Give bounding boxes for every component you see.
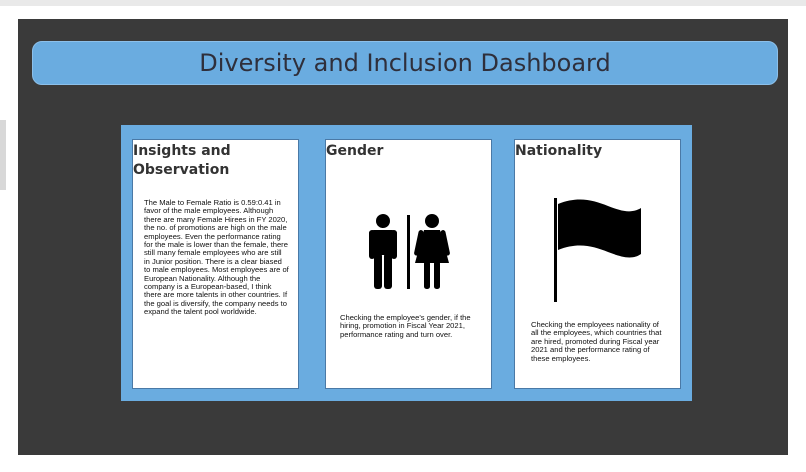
window-top-edge [0, 0, 806, 6]
window-left-edge [0, 6, 18, 472]
gender-card: Gender Checking the employe [325, 139, 492, 389]
window-edge-mark [0, 120, 6, 190]
insights-card: Insights and Observation The Male to Fem… [132, 139, 299, 389]
report-canvas: Diversity and Inclusion Dashboard Insigh… [18, 19, 788, 455]
nationality-title: Nationality [515, 143, 603, 159]
dashboard-title-banner: Diversity and Inclusion Dashboard [32, 41, 778, 85]
insights-text: The Male to Female Ratio is 0.59:0.41 in… [144, 198, 289, 317]
flag-icon [554, 198, 641, 302]
gender-title: Gender [326, 143, 384, 159]
nationality-card: Nationality Checking the employees natio… [514, 139, 681, 389]
cards-panel: Insights and Observation The Male to Fem… [121, 125, 692, 401]
insights-title: Insights and Observation [133, 143, 231, 178]
gender-text: Checking the employee's gender, if the h… [340, 313, 471, 339]
dashboard-title: Diversity and Inclusion Dashboard [199, 49, 611, 77]
nationality-text: Checking the employees nationality of al… [531, 320, 662, 363]
male-female-restroom-icon [369, 214, 450, 289]
